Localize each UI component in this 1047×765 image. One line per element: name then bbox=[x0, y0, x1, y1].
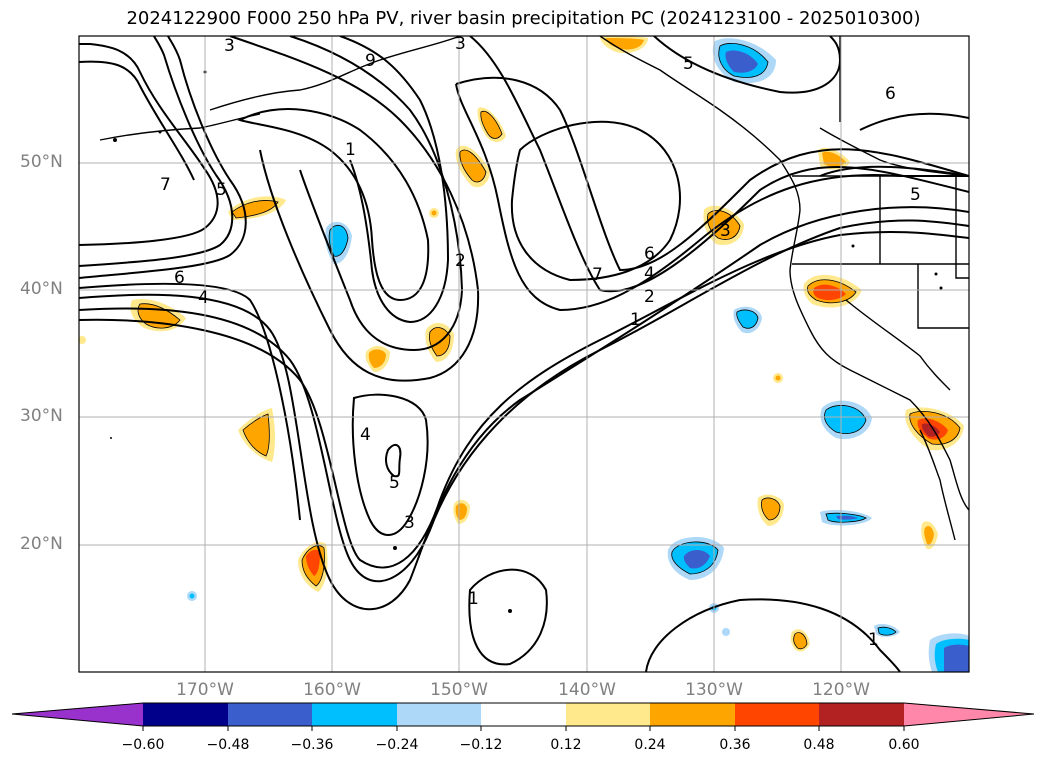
precip-shading bbox=[79, 36, 969, 672]
contour-label: 6 bbox=[885, 84, 896, 104]
pv-contours bbox=[79, 36, 969, 672]
colorbar-tick-label: 0.60 bbox=[888, 737, 920, 753]
lat-label-40n: 40°N bbox=[20, 279, 63, 299]
lon-label-160w: 160°W bbox=[303, 680, 361, 700]
coastlines bbox=[99, 36, 969, 541]
lon-label-140w: 140°W bbox=[558, 680, 616, 700]
colorbar-tick-label: −0.60 bbox=[121, 737, 165, 753]
colorbar-tick-label: −0.48 bbox=[206, 737, 250, 753]
contour-label: 5 bbox=[389, 473, 400, 493]
colorbar-tick-label: −0.12 bbox=[459, 737, 503, 753]
contour-label: 7 bbox=[160, 175, 171, 195]
contour-label: 4 bbox=[644, 264, 655, 284]
contour-labels: 3 3 9 5 6 5 1 7 5 6 4 2 7 6 4 2 1 3 4 5 … bbox=[160, 34, 921, 650]
lon-label-130w: 130°W bbox=[685, 680, 743, 700]
contour-label: 4 bbox=[360, 425, 371, 445]
contour-label: 3 bbox=[720, 221, 731, 241]
map-background bbox=[79, 36, 969, 672]
colorbar bbox=[11, 702, 1035, 731]
lat-label-20n: 20°N bbox=[20, 534, 63, 554]
contour-label: 2 bbox=[455, 251, 466, 271]
colorbar-tick-label: 0.12 bbox=[550, 737, 582, 753]
contour-label: 5 bbox=[216, 180, 227, 200]
contour-label: 2 bbox=[644, 287, 655, 307]
contour-label: 7 bbox=[592, 265, 603, 285]
contour-label: 9 bbox=[365, 51, 376, 71]
colorbar-tick-label: −0.24 bbox=[375, 737, 419, 753]
contour-label: 3 bbox=[404, 513, 415, 533]
lon-label-120w: 120°W bbox=[812, 680, 870, 700]
contour-label: 1 bbox=[868, 630, 879, 650]
grid-lines bbox=[79, 36, 969, 672]
lat-label-30n: 30°N bbox=[20, 406, 63, 426]
islands bbox=[110, 70, 943, 613]
contour-label: 6 bbox=[644, 244, 655, 264]
colorbar-extend-high bbox=[904, 703, 1034, 726]
colorbar-tick-label: 0.48 bbox=[803, 737, 835, 753]
contour-label: 4 bbox=[198, 288, 209, 308]
colorbar-extend-low bbox=[12, 703, 143, 726]
contour-label: 5 bbox=[910, 185, 921, 205]
contour-label: 5 bbox=[683, 54, 694, 74]
colorbar-tick-label: 0.24 bbox=[634, 737, 666, 753]
contour-label: 3 bbox=[455, 34, 466, 54]
lat-label-50n: 50°N bbox=[20, 152, 63, 172]
contour-label: 1 bbox=[345, 140, 356, 160]
lon-label-150w: 150°W bbox=[430, 680, 488, 700]
contour-label: 3 bbox=[224, 36, 235, 56]
map-frame bbox=[78, 35, 970, 673]
contour-label: 6 bbox=[174, 268, 185, 288]
contour-label: 1 bbox=[630, 310, 641, 330]
contour-label: 1 bbox=[468, 589, 479, 609]
colorbar-tick-label: −0.36 bbox=[290, 737, 334, 753]
colorbar-tick-label: 0.36 bbox=[719, 737, 751, 753]
map-title: 2024122900 F000 250 hPa PV, river basin … bbox=[126, 8, 921, 29]
lon-label-170w: 170°W bbox=[176, 680, 234, 700]
